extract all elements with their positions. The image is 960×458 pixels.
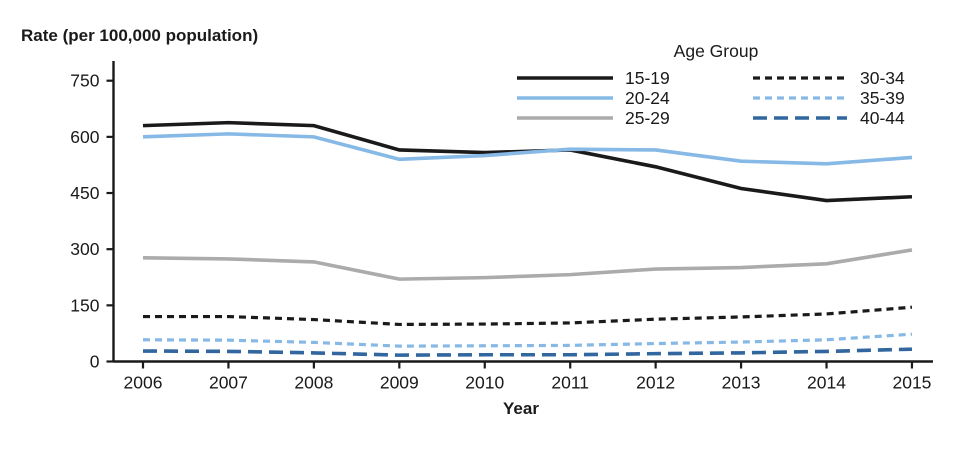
x-tick-label-2006: 2006 <box>124 373 163 393</box>
y-tick-label-750: 750 <box>70 71 99 91</box>
legend-label-15-19: 15-19 <box>625 68 670 88</box>
y-tick-label-450: 450 <box>70 183 99 203</box>
legend-label-20-24: 20-24 <box>625 88 670 108</box>
legend-title: Age Group <box>674 41 759 61</box>
x-tick-label-2009: 2009 <box>380 373 419 393</box>
chart-title: Rate (per 100,000 population) <box>21 26 259 45</box>
x-tick-label-2014: 2014 <box>807 373 846 393</box>
x-tick-label-2012: 2012 <box>636 373 675 393</box>
axes-lines <box>112 61 933 363</box>
series-line-35-39 <box>142 332 913 348</box>
legend-label-25-29: 25-29 <box>625 108 670 128</box>
x-tick-label-2007: 2007 <box>209 373 248 393</box>
x-tick-label-2013: 2013 <box>722 373 761 393</box>
y-tick-label-0: 0 <box>90 352 100 372</box>
series-line-40-44 <box>142 347 913 357</box>
series-line-30-34 <box>143 305 913 327</box>
legend-label-35-39: 35-39 <box>860 88 905 108</box>
legend-label-40-44: 40-44 <box>860 108 905 128</box>
x-tick-label-2015: 2015 <box>892 373 931 393</box>
y-tick-label-600: 600 <box>70 127 99 147</box>
x-tick-label-2008: 2008 <box>294 373 333 393</box>
series-line-20-24 <box>142 132 913 166</box>
legend-label-30-34: 30-34 <box>860 68 905 88</box>
y-tick-label-300: 300 <box>70 239 99 259</box>
y-tick-label-150: 150 <box>70 295 99 315</box>
series-line-25-29 <box>142 248 913 281</box>
x-axis-title: Year <box>503 399 539 418</box>
x-tick-label-2010: 2010 <box>465 373 504 393</box>
x-tick-label-2011: 2011 <box>551 373 589 393</box>
